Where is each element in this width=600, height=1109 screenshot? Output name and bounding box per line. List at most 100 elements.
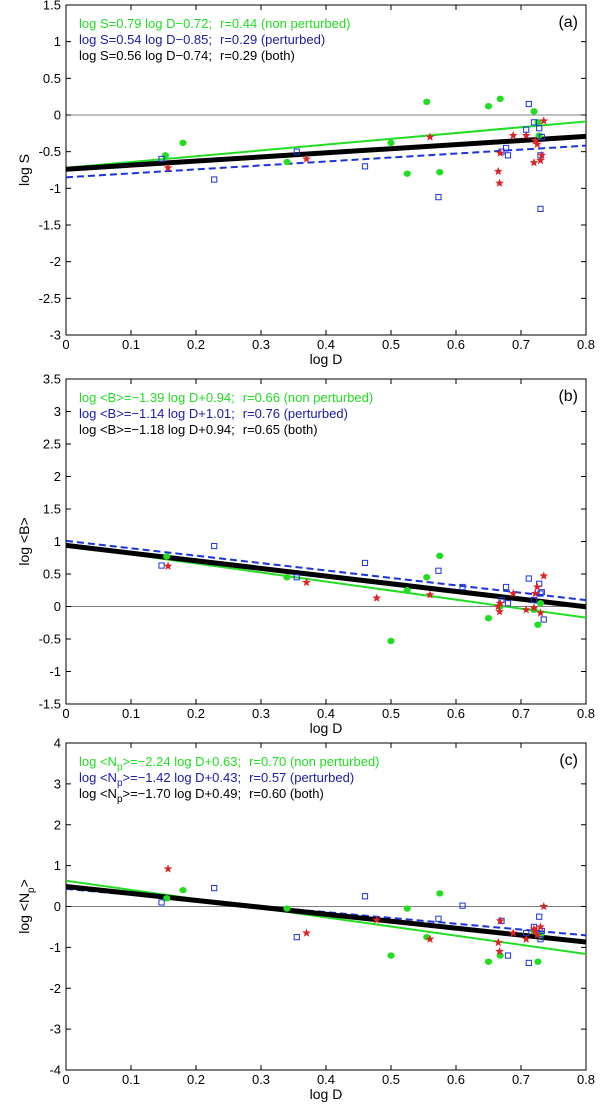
point-non-perturbed: [423, 98, 431, 106]
point-both: [536, 155, 545, 165]
x-axis-label: log D: [310, 351, 343, 367]
point-non-perturbed: [436, 169, 444, 176]
point-perturbed: [530, 119, 538, 126]
point-non-perturbed: [436, 890, 444, 897]
point-perturbed: [525, 959, 532, 967]
y-tick-label: -3: [49, 1022, 61, 1037]
legend-entry-2: log <B>=−1.18 log D+0.94; r=0.65 (both): [79, 422, 318, 437]
point-non-perturbed: [423, 574, 431, 581]
point-perturbed: [502, 583, 510, 591]
point-both: [495, 946, 504, 956]
point-perturbed: [536, 913, 543, 920]
x-tick-label: 0.5: [382, 706, 400, 721]
y-tick-label: 2: [54, 817, 61, 832]
panel-label: (a): [558, 14, 578, 31]
x-tick-label: 0.4: [317, 706, 335, 721]
x-tick-label: 0: [62, 706, 69, 721]
legend-formula: log <N: [79, 786, 117, 801]
y-tick-label: 1.5: [43, 0, 61, 13]
x-tick-label: 0.5: [382, 337, 400, 352]
fit-line-perturbed: [66, 539, 586, 602]
legend-entry-1: log <Np>=−1.42 log D+0.43; r=0.57 (pertur…: [79, 770, 354, 789]
x-axis-label: log D: [310, 1086, 343, 1102]
point-perturbed: [504, 600, 512, 607]
y-tick-label: 2: [54, 469, 61, 484]
y-tick-label: -1: [49, 664, 61, 679]
x-tick-label: 0.3: [252, 1072, 270, 1087]
y-tick-label: 1.5: [43, 502, 61, 517]
y-axis-label: log S: [16, 154, 32, 186]
x-tick-label: 0: [62, 1072, 69, 1087]
point-both: [163, 163, 173, 172]
y-tick-label: 1: [54, 34, 61, 49]
point-non-perturbed: [387, 952, 395, 959]
x-tick-label: 0.8: [577, 1072, 595, 1087]
point-perturbed: [211, 542, 218, 550]
fit-line-perturbed: [66, 887, 586, 937]
point-both: [302, 928, 311, 937]
y-tick-label: 0: [54, 108, 61, 123]
point-both: [508, 928, 518, 937]
legend-entry-0: log <B>=−1.39 log D+0.94; r=0.66 (non per…: [79, 390, 373, 405]
x-tick-label: 0.1: [122, 706, 140, 721]
x-tick-label: 0.7: [512, 706, 530, 721]
point-both: [425, 934, 435, 943]
legend-formula: log S=0.56 log D−0.74;: [79, 48, 212, 63]
y-axis-label-main: log <N: [16, 893, 32, 934]
point-both: [539, 571, 549, 580]
y-tick-label: -1.5: [39, 218, 61, 233]
x-tick-label: 0.5: [382, 1072, 400, 1087]
point-perturbed: [525, 100, 532, 108]
point-perturbed: [211, 176, 218, 183]
y-tick-label: -2.5: [39, 291, 61, 306]
point-both: [529, 158, 539, 167]
point-both: [372, 593, 382, 602]
point-both: [508, 588, 518, 598]
x-tick-label: 0: [62, 337, 69, 352]
point-both: [529, 924, 539, 933]
point-both: [532, 139, 542, 149]
legend-formula-sub: p: [117, 762, 123, 773]
point-perturbed: [540, 616, 547, 623]
legend-formula: log <B>=−1.39 log D+0.94;: [79, 390, 235, 405]
fit-lines: [66, 120, 586, 179]
point-perturbed: [504, 952, 512, 959]
point-perturbed: [536, 125, 543, 132]
data-points: [158, 95, 549, 212]
panel-label: (c): [559, 752, 578, 769]
point-non-perturbed: [283, 574, 291, 581]
point-non-perturbed: [403, 905, 411, 912]
point-both: [530, 136, 540, 145]
point-both: [302, 154, 311, 163]
point-perturbed: [537, 936, 544, 943]
point-both: [530, 588, 540, 598]
point-perturbed: [158, 562, 165, 569]
y-axis-label-end: >: [16, 879, 32, 887]
y-tick-label: -1: [49, 940, 61, 955]
legend-formula: log <B>=−1.18 log D+0.94;: [79, 422, 235, 437]
x-tick-label: 0.8: [577, 337, 595, 352]
point-perturbed: [158, 899, 165, 906]
point-perturbed: [211, 885, 218, 892]
legend-formula: log S=0.54 log D−0.85;: [79, 32, 212, 47]
panel-label: (b): [558, 388, 578, 405]
point-non-perturbed: [283, 905, 291, 912]
point-both: [302, 577, 311, 587]
legend-formula: log S=0.79 log D−0.72;: [79, 16, 212, 31]
y-tick-label: -3: [49, 328, 61, 343]
point-both: [493, 166, 503, 176]
chart-panel-2: 0 0.1 0.2 0.3 0.4 0.5 0.6 0.7 0.8 -4 -3 -2 -1 0 1 2 3 4 lo…: [16, 736, 595, 1103]
fit-line-non-perturbed: [66, 120, 586, 169]
point-perturbed: [459, 583, 466, 591]
y-axis-label-sub: p: [26, 887, 37, 893]
point-non-perturbed: [484, 615, 493, 622]
point-both: [537, 150, 547, 160]
point-non-perturbed: [403, 170, 411, 177]
point-both: [163, 864, 173, 873]
legend-r: r=0.44 (non perturbed): [220, 16, 350, 31]
point-non-perturbed: [163, 553, 171, 560]
legend-r: r=0.29 (both): [220, 48, 295, 63]
point-both: [508, 130, 518, 140]
legend-entry-1: log <B>=−1.14 log D+1.01; r=0.76 (perturb…: [79, 406, 348, 421]
point-both: [539, 116, 549, 125]
